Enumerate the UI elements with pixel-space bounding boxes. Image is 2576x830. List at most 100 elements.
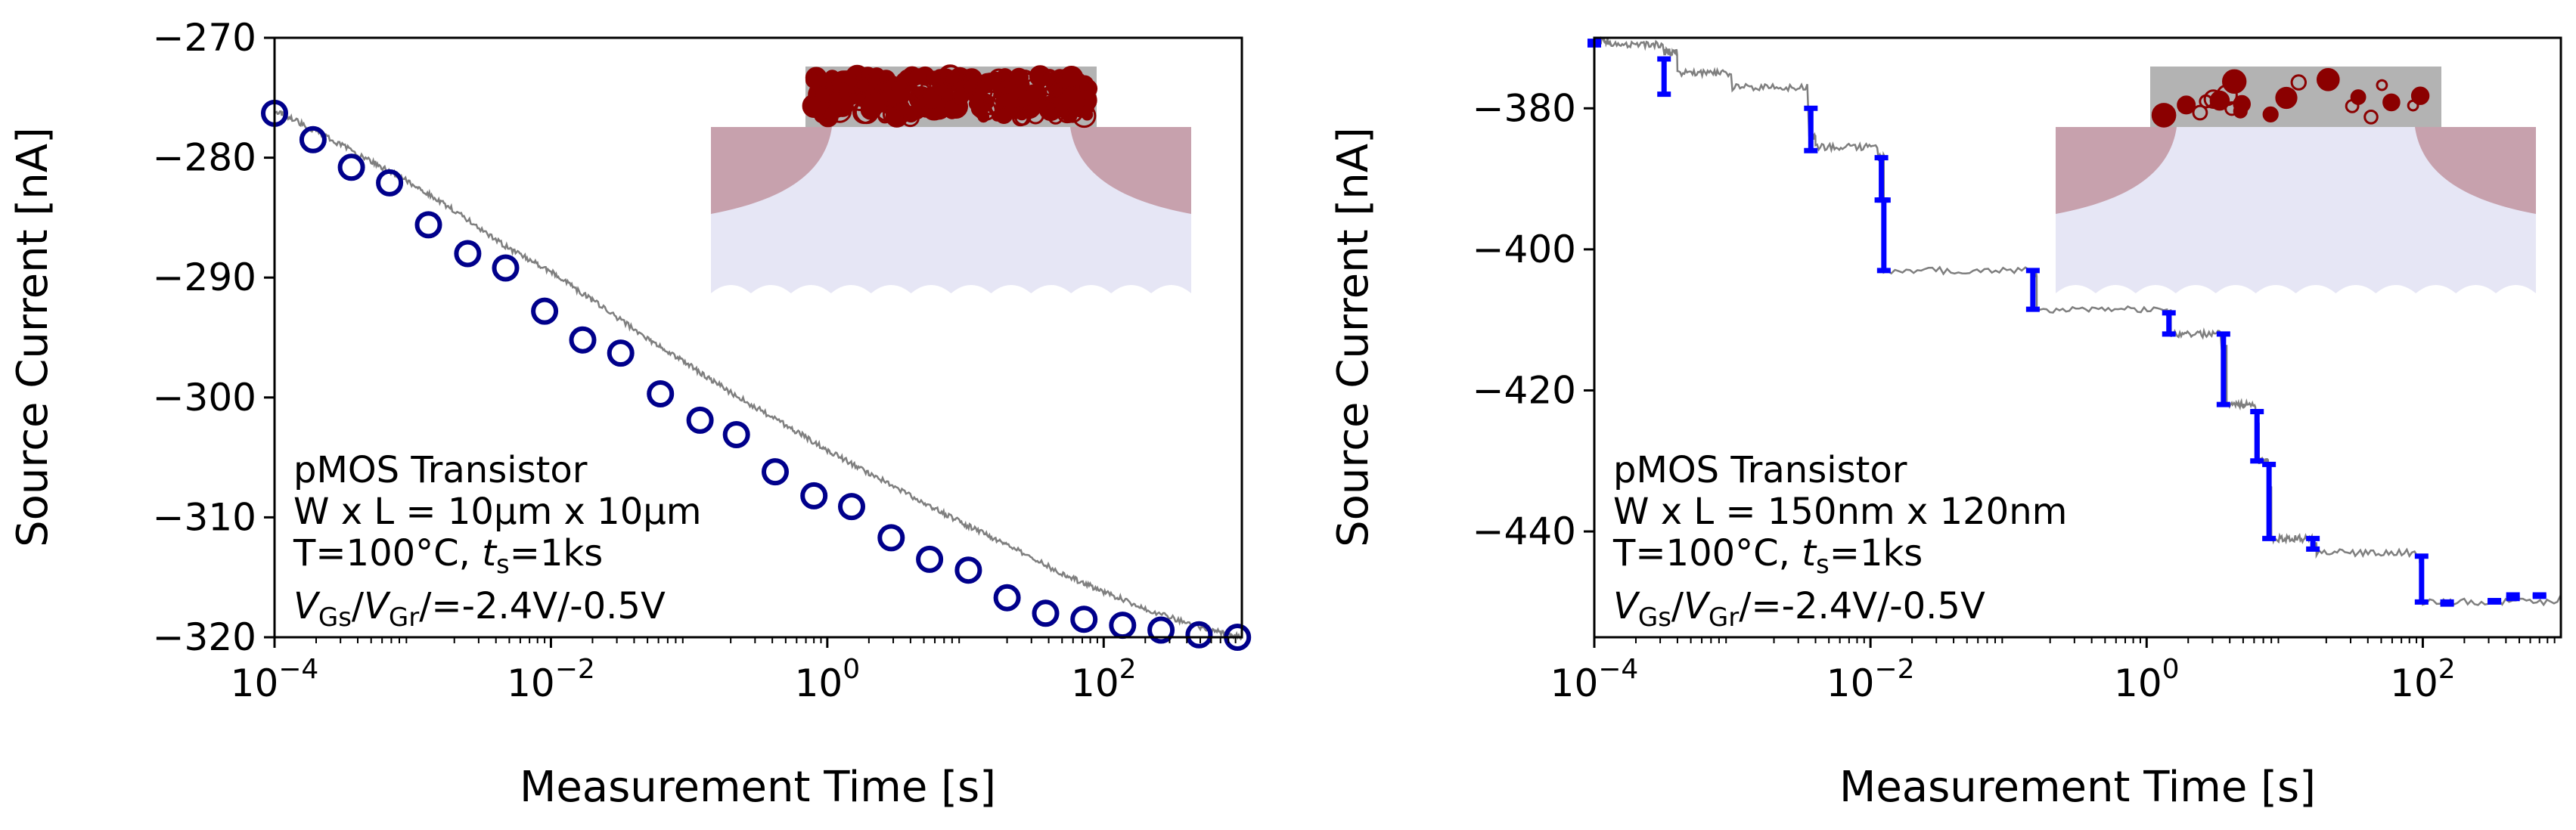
right-step-marker bbox=[2440, 599, 2454, 607]
right-device-inset bbox=[2045, 67, 2536, 316]
left-plot-frame bbox=[273, 36, 1243, 639]
left-marker-point bbox=[1147, 616, 1175, 644]
left-inset-wavy-cut bbox=[700, 285, 1191, 316]
left-inset-trap-dot bbox=[805, 71, 822, 88]
right-y-tick-label: −420 bbox=[1473, 368, 1576, 412]
left-marker-point bbox=[454, 240, 482, 268]
left-inset-trap-dot bbox=[1042, 95, 1057, 110]
right-panel: 10−4 10−2 100 102 −380 −400 −420 −440 Measureme… bbox=[1329, 36, 2562, 812]
left-inset-trap-dot bbox=[1041, 69, 1059, 87]
left-marker-point bbox=[337, 153, 365, 181]
left-marker-point bbox=[414, 211, 442, 239]
right-x-tick-label: 100 bbox=[2114, 654, 2180, 705]
right-y-axis-label: Source Current [nA] bbox=[1329, 127, 1378, 547]
left-annotation-line3: T=100°C, ts=1ks bbox=[293, 532, 603, 580]
right-x-tick-label: 102 bbox=[2390, 654, 2456, 705]
right-inset-trap-dot bbox=[2275, 86, 2298, 110]
right-inset-trap-dot bbox=[2222, 69, 2247, 94]
left-x-tick-label: 10−4 bbox=[231, 654, 319, 705]
left-marker-point bbox=[647, 380, 675, 407]
left-marker-point bbox=[800, 482, 828, 509]
right-inset-wavy-cut bbox=[2045, 285, 2536, 316]
right-x-tick-label: 10−2 bbox=[1826, 654, 1915, 705]
right-step-marker bbox=[1874, 155, 1889, 203]
left-inset-trap-dot bbox=[938, 64, 963, 89]
right-inset-trap-dot bbox=[2177, 95, 2196, 115]
left-marker-point bbox=[722, 421, 750, 448]
left-inset-trap-dot bbox=[1079, 82, 1091, 94]
left-y-tick-label: −290 bbox=[153, 256, 256, 299]
left-marker-point bbox=[686, 406, 714, 434]
left-y-axis-label: Source Current [nA] bbox=[8, 127, 57, 547]
right-inset-trap-dot bbox=[2317, 68, 2340, 91]
right-annotation-line3: T=100°C, ts=1ks bbox=[1612, 532, 1923, 580]
right-ticks-group: 10−4 10−2 100 102 −380 −400 −420 −440 bbox=[1473, 86, 2556, 705]
right-step-marker bbox=[2216, 331, 2230, 407]
right-inset-trap-dot bbox=[2345, 99, 2360, 113]
left-marker-point bbox=[299, 125, 327, 153]
left-inset-trap-dot bbox=[1060, 66, 1084, 90]
right-inset-trap-dot bbox=[2410, 86, 2430, 105]
left-series-group bbox=[261, 99, 1252, 651]
right-inset-trap-dot bbox=[2407, 99, 2419, 112]
right-y-tick-label: −380 bbox=[1473, 86, 1576, 130]
left-inset-trap-dot bbox=[840, 70, 856, 86]
right-inset-trap-dot bbox=[2290, 74, 2308, 91]
left-marker-point bbox=[531, 297, 559, 325]
left-y-tick-label: −280 bbox=[153, 136, 256, 180]
left-x-tick-label: 10−2 bbox=[507, 654, 595, 705]
left-annotation-line1: pMOS Transistor bbox=[293, 449, 588, 491]
left-inset-trap-dot bbox=[1060, 87, 1085, 111]
right-plot-frame bbox=[1593, 36, 2562, 639]
left-inset-trap-dot bbox=[1049, 83, 1063, 97]
right-x-tick-label: 10−4 bbox=[1550, 654, 1639, 705]
left-marker-point bbox=[877, 524, 905, 552]
right-step-marker bbox=[1804, 105, 1818, 153]
left-panel: 10−4 10−2 100 102 −270 −280 −290 −300 −310 −320 M… bbox=[8, 16, 1252, 812]
right-step-marker bbox=[2506, 592, 2520, 602]
left-inset-trap-dot bbox=[882, 87, 900, 105]
right-step-marker bbox=[1876, 197, 1891, 274]
left-x-tick-label: 102 bbox=[1071, 654, 1137, 705]
right-step-marker bbox=[2262, 461, 2277, 541]
left-inset-trap-dot bbox=[1012, 109, 1029, 127]
right-step-marker bbox=[1657, 56, 1671, 98]
left-x-axis-label: Measurement Time [s] bbox=[520, 763, 996, 812]
left-annotation: pMOS Transistor W x L = 10µm x 10µm T=10… bbox=[293, 449, 702, 633]
right-x-axis-label: Measurement Time [s] bbox=[1839, 763, 2316, 812]
right-inset-trap-dot bbox=[2363, 110, 2379, 125]
left-x-tick-label: 100 bbox=[795, 654, 861, 705]
right-inset-trap-dot bbox=[2233, 104, 2248, 119]
left-inset-trap-dot bbox=[964, 79, 984, 98]
right-annotation-line2: W x L = 150nm x 120nm bbox=[1613, 491, 2067, 533]
left-marker-point bbox=[376, 169, 404, 197]
left-inset-trap-dot bbox=[901, 108, 920, 128]
left-marker-point bbox=[1109, 612, 1137, 640]
left-inset-trap-dot bbox=[984, 74, 1001, 91]
right-y-tick-label: −440 bbox=[1473, 509, 1576, 553]
left-marker-point bbox=[492, 254, 520, 282]
right-annotation-line4: VGs/VGr/=-2.4V/-0.5V bbox=[1613, 585, 1985, 633]
right-step-marker bbox=[2306, 535, 2320, 552]
right-step-marker bbox=[2488, 597, 2502, 605]
right-inset-trap-dot bbox=[2262, 106, 2279, 122]
left-y-tick-label: −310 bbox=[153, 495, 256, 539]
left-marker-point bbox=[1070, 605, 1098, 633]
right-inset-trap-dot bbox=[2192, 104, 2208, 121]
left-device-inset bbox=[700, 64, 1191, 316]
left-marker-point bbox=[838, 493, 865, 521]
left-inset-source-well bbox=[711, 127, 832, 214]
left-inset-trap-dot bbox=[1035, 87, 1047, 100]
right-annotation-line1: pMOS Transistor bbox=[1613, 449, 1907, 491]
right-y-tick-label: −400 bbox=[1473, 228, 1576, 271]
right-step-marker bbox=[2250, 408, 2264, 464]
left-inset-trap-dot bbox=[975, 99, 997, 121]
left-inset-trap-dot bbox=[921, 88, 942, 110]
right-step-marker bbox=[2414, 553, 2429, 605]
right-step-marker bbox=[2532, 592, 2547, 599]
right-inset-trap-dot bbox=[2350, 89, 2367, 105]
right-inset-drain-well bbox=[2415, 127, 2536, 214]
left-annotation-line4: VGs/VGr/=-2.4V/-0.5V bbox=[293, 585, 666, 633]
left-inset-trap-dot bbox=[995, 106, 1013, 125]
